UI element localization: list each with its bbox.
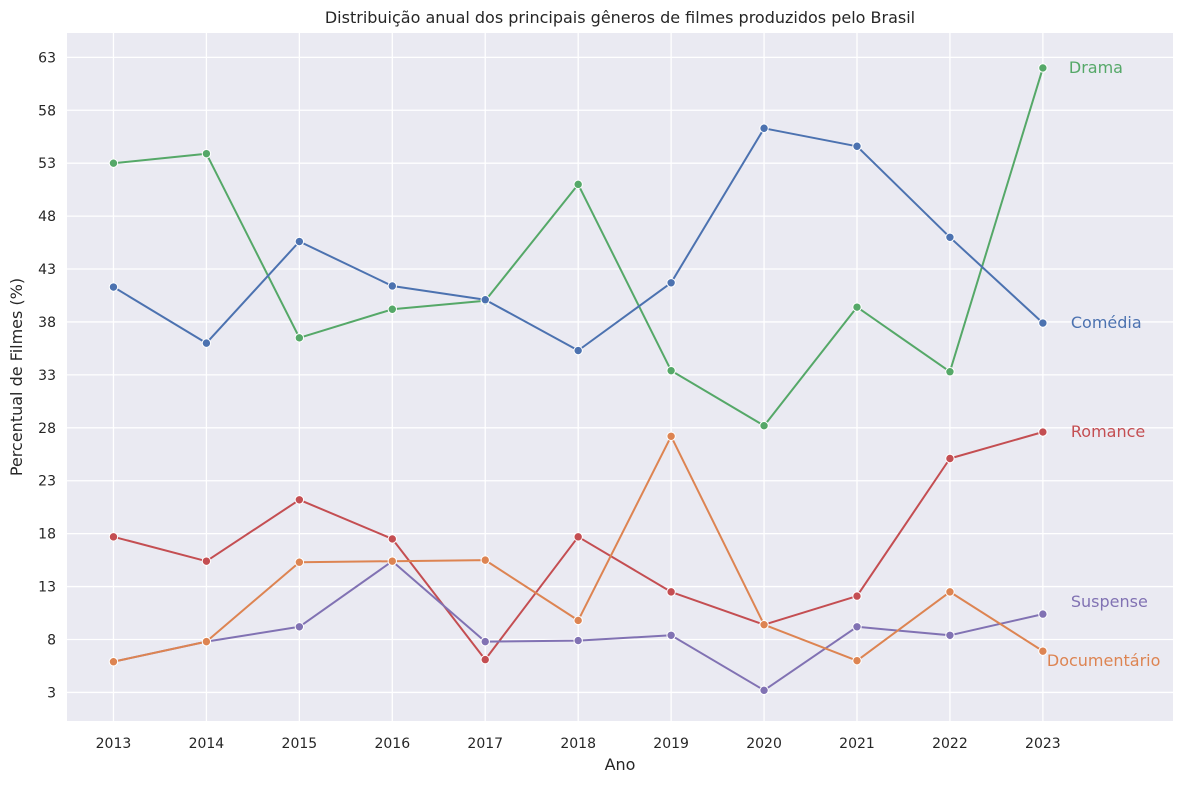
x-tick-label: 2022 [932, 736, 968, 752]
y-tick-label: 8 [47, 632, 56, 648]
data-point [852, 622, 862, 632]
data-point [666, 630, 676, 640]
x-tick-label: 2016 [374, 736, 410, 752]
data-point [666, 278, 676, 288]
data-point [201, 338, 212, 348]
x-tick-label: 2020 [746, 736, 782, 752]
data-point [666, 587, 676, 597]
data-point [573, 615, 583, 626]
data-point [1038, 318, 1048, 328]
series-end-label: Romance [1071, 422, 1145, 441]
x-tick-label: 2013 [96, 736, 132, 752]
data-point [852, 302, 862, 312]
data-point [573, 532, 583, 542]
x-tick-label: 2021 [839, 736, 875, 752]
data-point [294, 495, 305, 505]
data-point [108, 532, 119, 542]
y-tick-label: 28 [38, 421, 56, 437]
data-point [108, 158, 119, 168]
data-point [387, 556, 397, 566]
y-tick-label: 58 [38, 103, 56, 119]
series-end-label: Documentário [1047, 651, 1161, 670]
y-tick-label: 23 [38, 474, 56, 490]
data-point [573, 635, 583, 646]
y-tick-label: 38 [38, 315, 56, 331]
data-point [573, 179, 583, 190]
data-point [1038, 427, 1048, 437]
data-point [1038, 609, 1048, 619]
series-end-label: Suspense [1071, 592, 1148, 611]
grid [67, 33, 1173, 721]
data-point [387, 281, 397, 291]
data-point [666, 431, 676, 441]
line-labels: Drama Comédia Romance Suspense Documentário [1047, 58, 1161, 670]
data-point [480, 654, 490, 665]
data-point [852, 591, 862, 601]
data-point [201, 148, 212, 159]
y-tick-label: 48 [38, 209, 56, 225]
series-end-label: Drama [1069, 58, 1123, 77]
y-tick-label: 13 [38, 580, 56, 596]
x-tick-label: 2023 [1025, 736, 1061, 752]
x-tick-label: 2019 [653, 736, 689, 752]
y-tick-label: 3 [47, 685, 56, 701]
data-point [387, 534, 397, 544]
data-point [852, 655, 862, 666]
data-point [1038, 63, 1048, 73]
y-tick-label: 63 [38, 50, 56, 66]
data-point [294, 557, 305, 567]
y-tick-label: 33 [38, 368, 56, 384]
data-point [759, 619, 769, 630]
data-point [480, 636, 490, 647]
data-point [201, 636, 212, 647]
data-point [945, 453, 955, 464]
data-point [1038, 646, 1048, 656]
data-point [480, 555, 490, 565]
data-point [759, 685, 769, 696]
x-tick-label: 2017 [467, 736, 503, 752]
data-point [108, 282, 119, 292]
data-point [852, 141, 862, 151]
series-end-label: Comédia [1071, 313, 1142, 332]
data-point [945, 367, 955, 377]
x-tick-label: 2018 [560, 736, 596, 752]
data-point [108, 657, 119, 667]
data-point [666, 365, 676, 376]
data-point [480, 295, 490, 305]
data-point [945, 232, 955, 242]
data-point [759, 420, 769, 431]
y-axis-label: Percentual de Filmes (%) [7, 278, 26, 476]
series-layer [108, 63, 1048, 696]
data-point [759, 123, 769, 133]
data-point [945, 630, 955, 640]
data-point [387, 304, 397, 314]
data-point [294, 236, 305, 247]
x-tick-label: 2015 [282, 736, 318, 752]
data-point [201, 556, 212, 566]
data-point [294, 333, 305, 343]
data-point [294, 622, 305, 632]
y-tick-label: 43 [38, 262, 56, 278]
plot-area [67, 33, 1173, 721]
x-tick-label: 2014 [189, 736, 225, 752]
chart-title: Distribuição anual dos principais gênero… [325, 8, 915, 27]
data-point [573, 345, 583, 356]
data-point [945, 587, 955, 597]
x-axis-label: Ano [605, 755, 636, 774]
y-tick-label: 18 [38, 527, 56, 543]
y-tick-label: 53 [38, 156, 56, 172]
